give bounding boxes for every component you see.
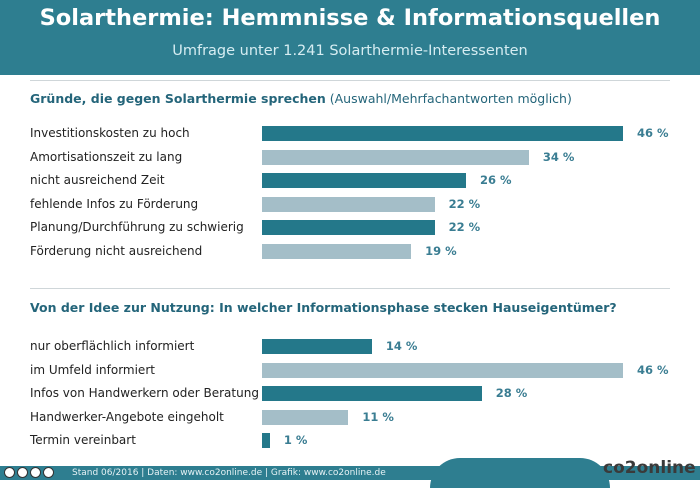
category-label: im Umfeld informiert <box>30 362 155 377</box>
category-label: nicht ausreichend Zeit <box>30 173 165 187</box>
bar-value-label: 34 % <box>542 149 575 164</box>
bar-value-label: 22 % <box>448 196 481 211</box>
chart-subtitle: Umfrage unter 1.241 Solarthermie-Interes… <box>172 43 528 59</box>
nd-license-icon <box>43 467 54 478</box>
bar <box>262 433 270 448</box>
section-title-main: Von der Idee zur Nutzung: In welcher Inf… <box>30 300 617 315</box>
bar <box>262 339 372 354</box>
bar-value-label: 1 % <box>283 433 308 447</box>
category-label: Handwerker-Angebote eingeholt <box>30 409 224 424</box>
category-label: Planung/Durchführung zu schwierig <box>30 220 244 234</box>
category-label: Termin vereinbart <box>30 433 136 447</box>
category-label: Infos von Handwerkern oder Beratung <box>30 386 259 400</box>
bar <box>262 126 623 141</box>
bar <box>262 243 412 259</box>
nc-license-icon <box>30 467 41 478</box>
bar <box>262 362 623 378</box>
license-icons <box>4 467 66 479</box>
by-license-icon <box>17 467 28 478</box>
bar-value-label: 46 % <box>637 126 669 140</box>
bar-value-label: 26 % <box>480 173 512 187</box>
section-title-main: Gründe, die gegen Solarthermie sprechen <box>30 91 326 106</box>
chart-title: Solarthermie: Hemmnisse & Informationsqu… <box>39 5 661 31</box>
bar <box>262 149 529 165</box>
section-divider <box>30 80 670 81</box>
bar <box>262 196 435 212</box>
category-label: Förderung nicht ausreichend <box>30 243 203 258</box>
footer-source-text: Stand 06/2016 | Daten: www.co2online.de … <box>72 468 386 478</box>
co2online-logo: co2online <box>603 458 696 478</box>
category-label: fehlende Infos zu Förderung <box>30 196 199 211</box>
bar-value-label: 28 % <box>495 386 528 400</box>
bar <box>262 409 349 425</box>
bar <box>262 386 482 401</box>
header-banner: Solarthermie: Hemmnisse & Informationsqu… <box>0 0 700 75</box>
bar-value-label: 11 % <box>362 409 394 424</box>
category-label: Investitionskosten zu hoch <box>30 126 190 140</box>
bar <box>262 220 435 235</box>
category-label: Amortisationszeit zu lang <box>30 149 183 164</box>
footer-wave-decoration <box>430 458 610 488</box>
section-title-note: (Auswahl/Mehrfachantworten möglich) <box>325 91 572 106</box>
bar-value-label: 46 % <box>637 362 669 377</box>
section-title: Gründe, die gegen Solarthermie sprechen … <box>30 91 572 106</box>
bar-value-label: 22 % <box>448 220 481 234</box>
section-divider <box>30 288 670 289</box>
bar-value-label: 14 % <box>385 339 418 353</box>
section-title: Von der Idee zur Nutzung: In welcher Inf… <box>30 300 617 315</box>
bar <box>262 173 467 188</box>
cc-license-icon <box>4 467 15 478</box>
bar-value-label: 19 % <box>425 243 457 258</box>
category-label: nur oberflächlich informiert <box>30 339 195 353</box>
